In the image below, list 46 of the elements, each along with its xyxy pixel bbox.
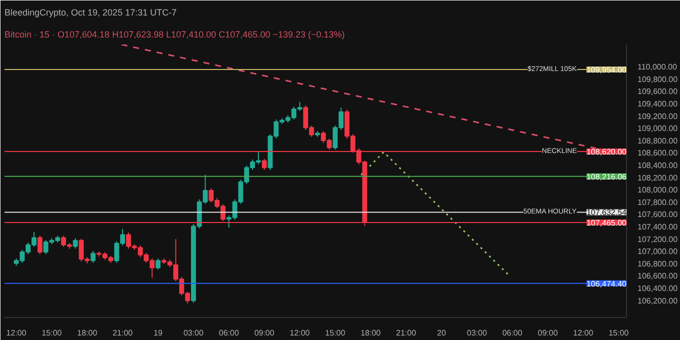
- y-tick-label: 107,800.00: [638, 198, 678, 207]
- x-tick-label: 09:00: [538, 328, 558, 338]
- y-tick-label: 107,000.00: [638, 247, 678, 256]
- y-tick-label: 108,600.00: [638, 148, 678, 158]
- x-tick-label: 06:00: [218, 328, 240, 338]
- x-tick-label: 21:00: [112, 328, 134, 338]
- x-tick-label: 18:00: [77, 328, 98, 338]
- x-tick-label: 06:00: [502, 328, 523, 338]
- y-tick-label: 110,000.00: [638, 62, 678, 72]
- x-tick-label: 15:00: [608, 328, 630, 338]
- y-tick-label: 106,200.00: [638, 296, 678, 306]
- y-tick-label: 109,800.00: [638, 74, 678, 84]
- y-tick-label: 109,000.00: [638, 124, 678, 134]
- x-tick-label: 12:00: [573, 328, 594, 338]
- x-tick-label: 15:00: [325, 328, 346, 338]
- chart-subtitle: Bitcoin · 15 · O107,604.18 H107,623.98 L107,410.00 C107,465.00 −139.23 (−0.13%): [4, 30, 345, 40]
- y-tick-label: 106,400.00: [638, 284, 678, 293]
- annotation: 109,954.00: [586, 65, 628, 74]
- x-tick-label: 19: [154, 328, 164, 338]
- y-tick-label: 108,200.00: [638, 173, 678, 182]
- y-tick-label: 109,200.00: [638, 112, 678, 121]
- y-tick-label: 106,600.00: [638, 272, 678, 281]
- y-tick-label: 106,800.00: [638, 259, 678, 268]
- x-tick-label: 09:00: [254, 328, 275, 338]
- x-tick-label: 21:00: [396, 328, 417, 338]
- y-tick-label: 107,200.00: [638, 234, 678, 244]
- annotation: 107,465.00: [586, 218, 628, 228]
- annotation: 108,620.00: [586, 147, 628, 156]
- annotation: 107,632.54: [586, 208, 628, 218]
- annotation: 106,474.40: [586, 279, 628, 288]
- x-tick-label: 12:00: [6, 328, 27, 338]
- y-tick-label: 108,000.00: [638, 186, 678, 195]
- annotation: 108,216.06: [586, 172, 628, 182]
- y-tick-label: 107,400.00: [638, 222, 678, 232]
- x-tick-label: 20: [437, 328, 446, 338]
- chart-title: BleedingCrypto, Oct 19, 2025 17:31 UTC-7: [4, 8, 177, 18]
- x-tick-label: 03:00: [466, 328, 488, 338]
- x-tick-label: 03:00: [183, 328, 204, 338]
- y-tick-label: 108,400.00: [638, 161, 678, 170]
- x-tick-label: 12:00: [290, 328, 310, 338]
- x-tick-label: 18:00: [360, 328, 382, 338]
- y-tick-label: 109,600.00: [638, 87, 678, 96]
- y-tick-label: 108,800.00: [638, 136, 678, 146]
- x-tick-label: 15:00: [42, 328, 62, 338]
- y-tick-label: 109,400.00: [638, 100, 678, 109]
- y-tick-label: 107,600.00: [638, 210, 678, 220]
